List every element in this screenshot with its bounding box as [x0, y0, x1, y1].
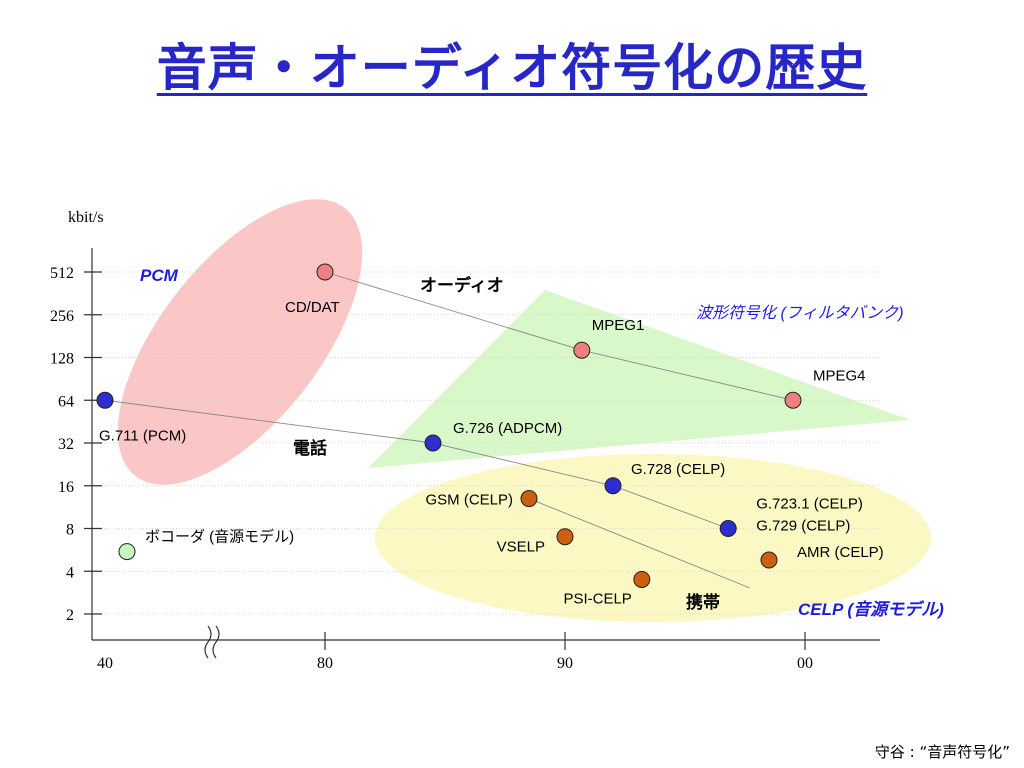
y-tick-label: 4	[66, 564, 74, 581]
data-point-label-line: G.711 (PCM)	[99, 427, 186, 444]
data-point	[604, 477, 622, 495]
data-point-label: VSELP	[497, 539, 545, 556]
data-point-label: MPEG4	[813, 367, 866, 384]
group-label-celp: CELP (音源モデル)	[798, 600, 944, 619]
y-tick-label: 8	[66, 522, 74, 539]
y-tick-label: 32	[58, 436, 74, 453]
point-label-layer: CD/DAT MPEG1 MPEG4 G.711 (PCM) G.726 (ADPCM)…	[99, 299, 884, 607]
data-point-label-line: G.729 (CELP)	[756, 518, 850, 535]
data-point-label: PSI-CELP	[563, 590, 631, 607]
data-point	[424, 434, 442, 452]
data-point-label-line: GSM (CELP)	[425, 492, 513, 509]
y-tick-label: 16	[58, 479, 74, 496]
slide-title: 音声・オーディオ符号化の歴史	[156, 39, 868, 97]
y-tick-label: 256	[50, 308, 74, 325]
data-point-label-line: G.723.1 (CELP)	[756, 496, 863, 513]
data-point-label: GSM (CELP)	[425, 492, 513, 509]
data-point-label: G.723.1 (CELP) G.729 (CELP)	[756, 496, 863, 535]
group-label-phone: 電話	[293, 438, 327, 459]
group-label-audio: オーディオ	[420, 275, 504, 296]
data-point-label-line: VSELP	[497, 539, 545, 556]
group-label-waveform: 波形符号化 (フィルタバンク)	[696, 304, 904, 322]
data-point	[573, 341, 591, 359]
celp-region	[375, 454, 931, 622]
data-point-label: MPEG1	[592, 317, 645, 334]
data-point-label-line: PSI-CELP	[563, 590, 631, 607]
y-tick-label: 2	[66, 607, 74, 624]
data-point	[633, 570, 651, 588]
x-tick-label: 00	[797, 655, 813, 672]
region-layer	[117, 199, 931, 622]
source-note: 守谷 : “音声符号化”	[874, 743, 1010, 761]
data-point	[784, 391, 802, 409]
axis-layer: 512 256 128 64 32 16 8 4 2 40 80 90 00	[50, 248, 880, 672]
data-point-label-line: G.728 (CELP)	[631, 461, 725, 478]
data-point-label-line: CD/DAT	[285, 299, 340, 316]
group-label-pcm: PCM	[140, 266, 179, 285]
data-point-label: ボコーダ (音源モデル)	[145, 528, 294, 546]
data-point	[118, 543, 136, 561]
x-tick-label: 90	[557, 655, 573, 672]
axis-break-mark	[204, 625, 220, 659]
data-point-label-line: MPEG1	[592, 317, 645, 334]
grid-layer	[92, 271, 880, 615]
data-point-label: G.726 (ADPCM)	[453, 420, 562, 437]
y-axis-label: kbit/s	[68, 209, 104, 226]
data-point-label: AMR (CELP)	[797, 544, 884, 561]
point-layer	[96, 263, 802, 588]
data-point	[316, 263, 334, 281]
data-point	[719, 520, 737, 537]
data-point	[760, 551, 778, 569]
data-point-label-line: G.726 (ADPCM)	[453, 420, 562, 437]
y-tick-label: 128	[50, 351, 74, 368]
data-point-label-line: MPEG4	[813, 367, 866, 384]
x-tick-label: 40	[97, 655, 113, 672]
mobile-trend-line	[528, 498, 751, 589]
data-point-label-line: AMR (CELP)	[797, 544, 884, 561]
y-tick-label: 512	[50, 265, 74, 282]
data-point-label: G.728 (CELP)	[631, 461, 725, 478]
y-tick-label: 64	[58, 393, 74, 410]
data-point	[556, 528, 574, 546]
pcm-region	[117, 199, 363, 485]
data-point-label: CD/DAT	[285, 299, 340, 316]
waveform-region	[368, 290, 910, 468]
phone-trend-line	[104, 399, 729, 529]
data-point	[96, 391, 114, 409]
x-tick-label: 80	[317, 655, 333, 672]
data-point	[520, 490, 538, 508]
data-point-label-line: ボコーダ (音源モデル)	[145, 528, 294, 546]
data-point-label: G.711 (PCM)	[99, 427, 186, 444]
group-label-mobile: 携帯	[686, 592, 720, 613]
